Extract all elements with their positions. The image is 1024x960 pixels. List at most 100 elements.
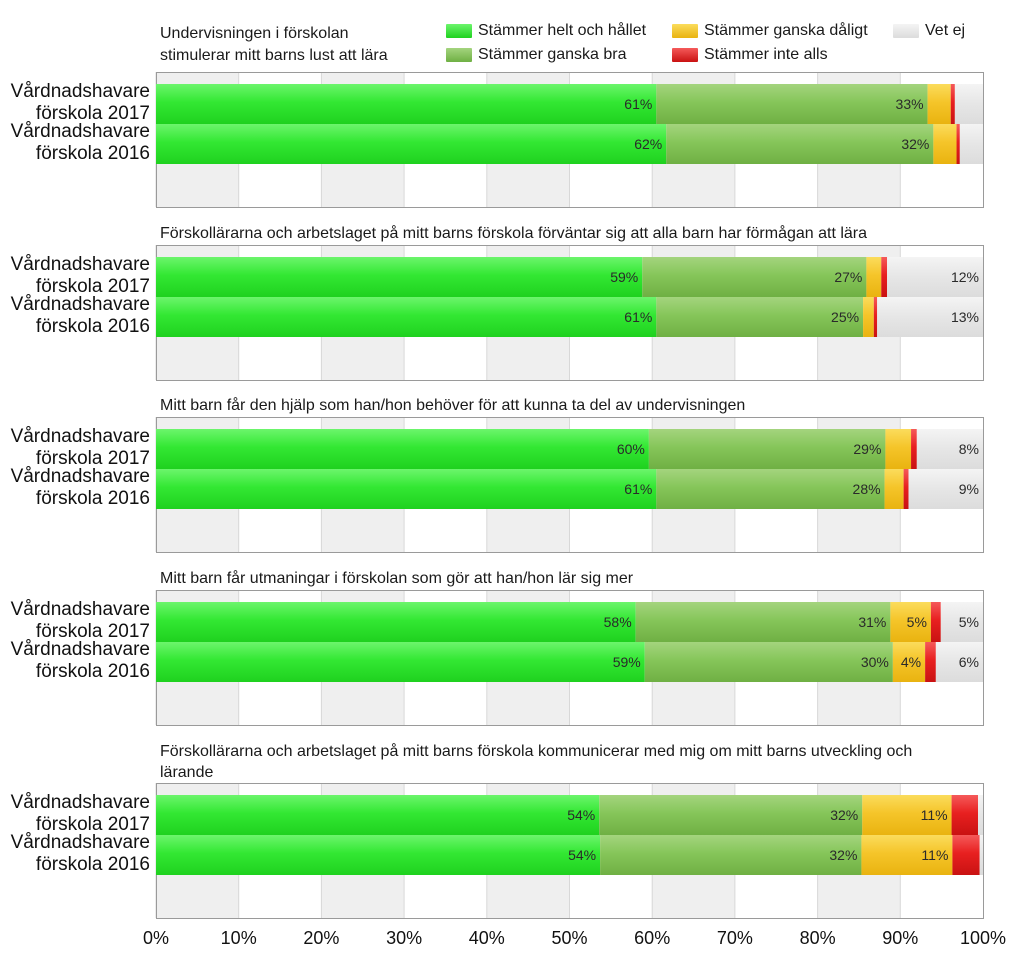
legend-item: Stämmer ganska dåligt (672, 22, 868, 40)
x-tick-label: 30% (386, 928, 422, 948)
legend-swatch-ganska-daligt (672, 24, 698, 38)
data-label: 60% (617, 441, 645, 457)
segment-ganska-daligt (866, 257, 882, 297)
panel-title: Mitt barn får den hjälp som han/hon behö… (160, 396, 745, 414)
data-label: 5% (959, 614, 979, 630)
segment-ganska-bra (656, 469, 885, 509)
data-label: 4% (901, 654, 921, 670)
panel-title-line: Mitt barn får den hjälp som han/hon behö… (160, 396, 745, 414)
data-label: 28% (853, 481, 881, 497)
segment-ganska-daligt (863, 297, 874, 337)
legend-label: Vet ej (925, 22, 966, 39)
segment-ganska-daligt (884, 469, 904, 509)
data-label: 54% (567, 807, 595, 823)
category-label-line: förskola 2016 (36, 854, 150, 875)
panel-title-line: lärande (160, 764, 213, 781)
category-label-line: Vårdnadshavare (11, 466, 150, 487)
category-label-line: förskola 2016 (36, 143, 150, 164)
segment-ganska-daligt (862, 795, 952, 835)
category-label-line: Vårdnadshavare (11, 81, 150, 102)
category-label: Vårdnadshavare förskola 2017 (11, 254, 150, 297)
category-label-line: Vårdnadshavare (11, 426, 150, 447)
segment-ganska-daligt (861, 835, 953, 875)
panel-title-line: Undervisningen i förskolan (160, 25, 349, 42)
data-label: 13% (951, 309, 979, 325)
segment-helt (156, 795, 600, 835)
legend-label: Stämmer inte alls (704, 46, 828, 63)
bar-row (156, 835, 983, 875)
category-label-line: Vårdnadshavare (11, 121, 150, 142)
segment-vet-ej (877, 297, 983, 337)
category-label: Vårdnadshavare förskola 2016 (11, 294, 150, 337)
segment-helt (156, 84, 657, 124)
panel-title: Förskollärarna och arbetslaget på mitt b… (160, 742, 912, 781)
data-label: 61% (624, 96, 652, 112)
legend-swatch-inte-alls (672, 48, 698, 62)
panel-title-line: stimulerar mitt barns lust att lära (160, 47, 388, 64)
category-label: Vårdnadshavare förskola 2017 (11, 599, 150, 642)
data-label: 61% (624, 481, 652, 497)
legend-swatch-vet-ej (893, 24, 919, 38)
panel-title-line: Förskollärarna och arbetslaget på mitt b… (160, 224, 867, 242)
category-label-line: Vårdnadshavare (11, 254, 150, 275)
legend-item: Stämmer inte alls (672, 46, 828, 64)
segment-ganska-daligt (927, 84, 951, 124)
segment-ganska-bra (644, 642, 893, 682)
x-tick-label: 50% (551, 928, 587, 948)
legend-label: Stämmer helt och hållet (478, 22, 647, 39)
segment-helt (156, 429, 649, 469)
legend-item: Stämmer ganska bra (446, 46, 627, 64)
category-label-line: förskola 2017 (36, 103, 150, 124)
legend-swatch-ganska-bra (446, 48, 472, 62)
segment-ganska-bra (656, 297, 864, 337)
x-tick-label: 90% (882, 928, 918, 948)
segment-ganska-daligt (885, 429, 912, 469)
data-label: 9% (959, 481, 979, 497)
data-label: 25% (831, 309, 859, 325)
segment-ganska-daligt (892, 642, 926, 682)
x-tick-label: 60% (634, 928, 670, 948)
bar-row (156, 469, 983, 509)
legend-item: Vet ej (893, 22, 965, 40)
segment-helt (156, 124, 667, 164)
category-label-line: Vårdnadshavare (11, 792, 150, 813)
segment-inte-alls (951, 795, 979, 835)
segment-vet-ej (978, 795, 983, 835)
x-tick-label: 80% (800, 928, 836, 948)
segment-inte-alls (952, 835, 980, 875)
category-label: Vårdnadshavare förskola 2016 (11, 832, 150, 875)
legend-label: Stämmer ganska dåligt (704, 22, 868, 39)
category-label-line: Vårdnadshavare (11, 599, 150, 620)
panel-title: Undervisningen i förskolan stimulerar mit… (160, 25, 388, 64)
data-label: 32% (901, 136, 929, 152)
category-label-line: Vårdnadshavare (11, 832, 150, 853)
bar-row (156, 297, 983, 337)
segment-helt (156, 469, 657, 509)
data-label: 58% (604, 614, 632, 630)
segment-inte-alls (911, 429, 917, 469)
category-label-line: förskola 2016 (36, 661, 150, 682)
segment-ganska-bra (635, 602, 891, 642)
segment-ganska-bra (648, 429, 886, 469)
data-label: 27% (834, 269, 862, 285)
panel-title-line: Mitt barn får utmaningar i förskolan som… (160, 569, 634, 587)
bar-row (156, 84, 983, 124)
data-label: 30% (861, 654, 889, 670)
data-label: 6% (959, 654, 979, 670)
segment-inte-alls (925, 642, 936, 682)
bar-row (156, 429, 983, 469)
category-label-line: förskola 2016 (36, 488, 150, 509)
x-tick-label: 40% (469, 928, 505, 948)
data-label: 12% (951, 269, 979, 285)
category-label: Vårdnadshavare förskola 2017 (11, 792, 150, 835)
segment-inte-alls (881, 257, 888, 297)
category-label-line: förskola 2017 (36, 621, 150, 642)
data-label: 54% (568, 847, 596, 863)
segment-ganska-bra (600, 835, 862, 875)
data-label: 31% (858, 614, 886, 630)
data-label: 5% (907, 614, 927, 630)
segment-vet-ej (935, 642, 983, 682)
category-label: Vårdnadshavare förskola 2017 (11, 426, 150, 469)
legend-swatch-helt (446, 24, 472, 38)
